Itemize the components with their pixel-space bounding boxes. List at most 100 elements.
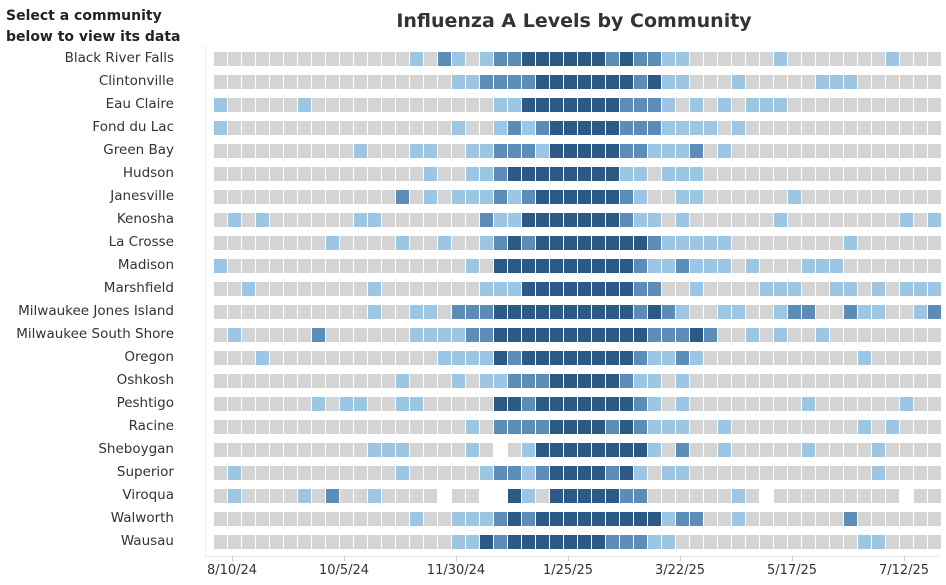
- heatmap-cell[interactable]: [270, 397, 283, 411]
- heatmap-cell-missing[interactable]: [760, 489, 773, 503]
- heatmap-cell[interactable]: [872, 374, 885, 388]
- heatmap-cell[interactable]: [396, 236, 409, 250]
- heatmap-cell[interactable]: [256, 397, 269, 411]
- heatmap-cell[interactable]: [620, 535, 633, 549]
- heatmap-cell[interactable]: [928, 236, 941, 250]
- heatmap-cell[interactable]: [690, 374, 703, 388]
- heatmap-cell[interactable]: [410, 443, 423, 457]
- heatmap-cell[interactable]: [676, 489, 689, 503]
- heatmap-cell[interactable]: [844, 190, 857, 204]
- heatmap-cell[interactable]: [732, 167, 745, 181]
- heatmap-cell[interactable]: [830, 305, 843, 319]
- heatmap-cell[interactable]: [480, 466, 493, 480]
- heatmap-cell[interactable]: [466, 443, 479, 457]
- heatmap-cell[interactable]: [620, 213, 633, 227]
- heatmap-cell[interactable]: [732, 213, 745, 227]
- heatmap-cell[interactable]: [634, 443, 647, 457]
- heatmap-cell[interactable]: [466, 305, 479, 319]
- heatmap-cell[interactable]: [732, 351, 745, 365]
- heatmap-cell[interactable]: [382, 397, 395, 411]
- heatmap-cell[interactable]: [690, 351, 703, 365]
- heatmap-cell[interactable]: [900, 397, 913, 411]
- heatmap-cell[interactable]: [760, 535, 773, 549]
- heatmap-cell[interactable]: [452, 259, 465, 273]
- heatmap-cell[interactable]: [564, 98, 577, 112]
- heatmap-cell[interactable]: [326, 213, 339, 227]
- heatmap-cell[interactable]: [746, 121, 759, 135]
- heatmap-cell[interactable]: [620, 121, 633, 135]
- heatmap-cell[interactable]: [410, 397, 423, 411]
- heatmap-cell[interactable]: [494, 52, 507, 66]
- heatmap-cell[interactable]: [326, 52, 339, 66]
- heatmap-cell[interactable]: [494, 282, 507, 296]
- heatmap-cell[interactable]: [788, 374, 801, 388]
- heatmap-cell[interactable]: [214, 259, 227, 273]
- heatmap-cell[interactable]: [760, 98, 773, 112]
- heatmap-cell[interactable]: [298, 374, 311, 388]
- heatmap-cell[interactable]: [508, 374, 521, 388]
- heatmap-cell[interactable]: [494, 397, 507, 411]
- heatmap-cell[interactable]: [648, 190, 661, 204]
- heatmap-cell[interactable]: [774, 397, 787, 411]
- heatmap-cell[interactable]: [620, 466, 633, 480]
- heatmap-cell[interactable]: [886, 305, 899, 319]
- heatmap-cell[interactable]: [928, 259, 941, 273]
- heatmap-cell[interactable]: [256, 351, 269, 365]
- heatmap-cell[interactable]: [592, 259, 605, 273]
- heatmap-cell[interactable]: [802, 52, 815, 66]
- heatmap-cell[interactable]: [760, 420, 773, 434]
- community-label[interactable]: Viroqua: [122, 487, 174, 503]
- heatmap-cell[interactable]: [298, 535, 311, 549]
- heatmap-cell[interactable]: [620, 282, 633, 296]
- heatmap-cell[interactable]: [340, 374, 353, 388]
- heatmap-cell[interactable]: [312, 305, 325, 319]
- heatmap-cell[interactable]: [340, 190, 353, 204]
- heatmap-cell[interactable]: [802, 397, 815, 411]
- heatmap-cell[interactable]: [298, 75, 311, 89]
- heatmap-cell[interactable]: [326, 351, 339, 365]
- heatmap-cell[interactable]: [900, 98, 913, 112]
- heatmap-cell[interactable]: [480, 52, 493, 66]
- heatmap-cell[interactable]: [312, 489, 325, 503]
- heatmap-cell[interactable]: [368, 236, 381, 250]
- heatmap-cell[interactable]: [648, 259, 661, 273]
- heatmap-cell[interactable]: [228, 52, 241, 66]
- heatmap-cell[interactable]: [676, 52, 689, 66]
- heatmap-cell[interactable]: [690, 52, 703, 66]
- heatmap-cell[interactable]: [424, 259, 437, 273]
- heatmap-cell[interactable]: [816, 259, 829, 273]
- heatmap-cell[interactable]: [508, 259, 521, 273]
- heatmap-cell[interactable]: [928, 52, 941, 66]
- heatmap-cell[interactable]: [466, 75, 479, 89]
- heatmap-cell[interactable]: [830, 489, 843, 503]
- heatmap-cell[interactable]: [592, 144, 605, 158]
- heatmap-cell[interactable]: [424, 144, 437, 158]
- heatmap-cell[interactable]: [872, 52, 885, 66]
- heatmap-cell[interactable]: [634, 98, 647, 112]
- heatmap-cell[interactable]: [620, 98, 633, 112]
- heatmap-cell[interactable]: [690, 236, 703, 250]
- heatmap-cell[interactable]: [536, 328, 549, 342]
- heatmap-cell[interactable]: [298, 420, 311, 434]
- heatmap-cell[interactable]: [228, 420, 241, 434]
- heatmap-cell[interactable]: [522, 351, 535, 365]
- heatmap-cell[interactable]: [368, 420, 381, 434]
- heatmap-cell[interactable]: [438, 144, 451, 158]
- heatmap-cell[interactable]: [508, 512, 521, 526]
- heatmap-cell[interactable]: [928, 190, 941, 204]
- heatmap-cell[interactable]: [746, 512, 759, 526]
- heatmap-cell[interactable]: [914, 190, 927, 204]
- heatmap-cell[interactable]: [592, 512, 605, 526]
- heatmap-cell[interactable]: [550, 190, 563, 204]
- heatmap-cell[interactable]: [844, 213, 857, 227]
- heatmap-cell[interactable]: [564, 351, 577, 365]
- heatmap-cell[interactable]: [354, 236, 367, 250]
- heatmap-cell[interactable]: [396, 351, 409, 365]
- heatmap-cell[interactable]: [662, 144, 675, 158]
- heatmap-cell[interactable]: [326, 535, 339, 549]
- heatmap-cell[interactable]: [662, 489, 675, 503]
- heatmap-cell[interactable]: [872, 397, 885, 411]
- heatmap-cell[interactable]: [536, 489, 549, 503]
- heatmap-cell[interactable]: [522, 466, 535, 480]
- heatmap-cell[interactable]: [858, 351, 871, 365]
